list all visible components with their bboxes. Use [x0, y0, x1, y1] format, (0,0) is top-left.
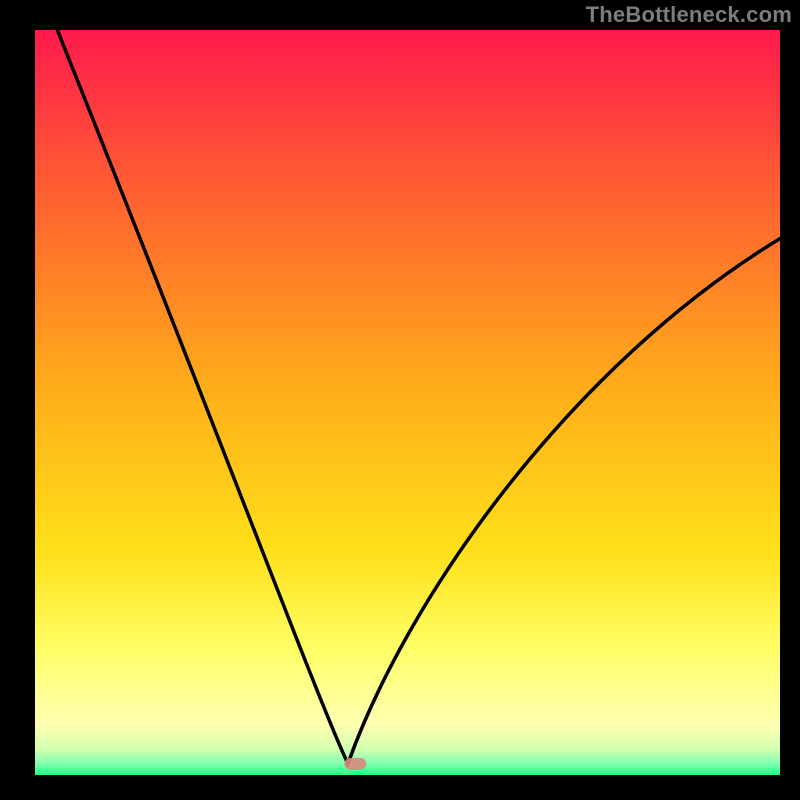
bottleneck-chart [0, 0, 800, 800]
chart-stage: TheBottleneck.com [0, 0, 800, 800]
gradient-background [35, 30, 780, 775]
optimal-point-marker [344, 758, 366, 770]
